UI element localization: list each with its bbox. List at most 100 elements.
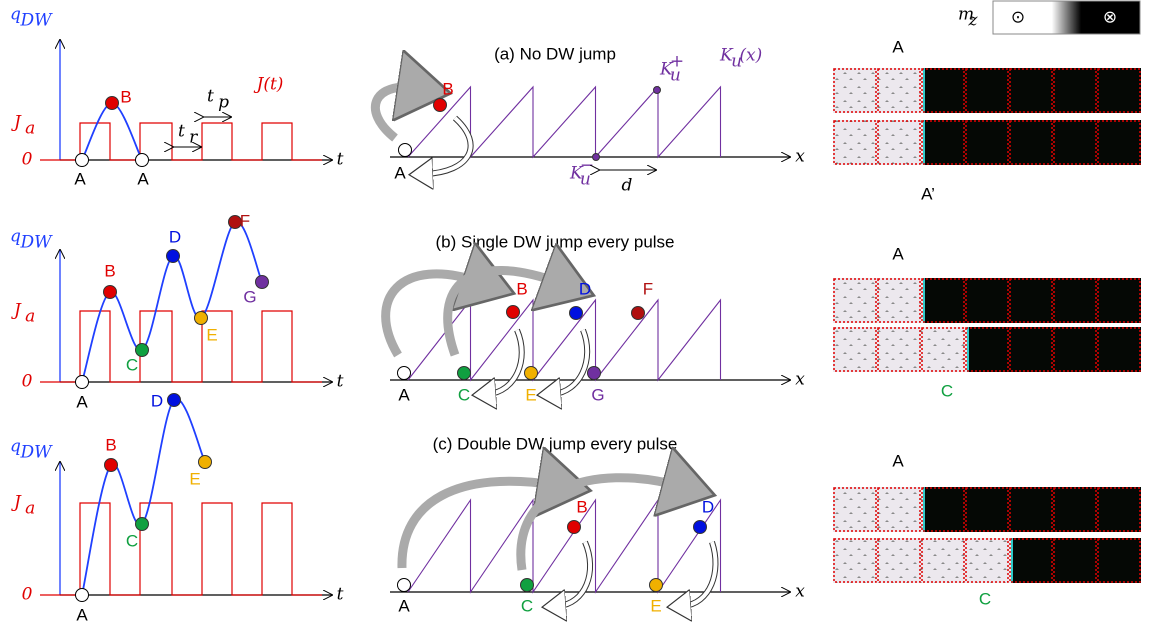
state-point [398,579,411,592]
label: t [337,585,344,605]
state-point [76,589,89,602]
math-label: Ku+ [659,52,684,86]
label: 0 [22,150,33,170]
point-label: B [442,79,453,98]
math-label: Ja [11,493,35,519]
state-point [650,579,663,592]
label: d [622,176,633,196]
point-label: A [76,392,88,411]
state-point [106,97,119,110]
state-point [507,306,520,319]
relax-arrow [488,330,522,394]
state-point [199,456,212,469]
panel-title: (c) Double DW jump every pulse [433,434,678,453]
state-point [525,367,538,380]
point-label: D [579,279,591,298]
state-point [521,579,534,592]
state-point [588,367,601,380]
label-sub: DW [20,443,54,463]
label: t [337,150,344,170]
point-label: C [126,355,138,374]
label: x [795,147,805,167]
point-label: B [105,435,116,454]
label-main: t [178,122,185,142]
state-point [399,144,412,157]
legend-up: ⊙ [1011,7,1025,26]
dw-trajectory [82,103,142,160]
label-main: q [10,437,21,457]
point-label: A [74,169,86,188]
point-label: D [169,227,181,246]
state-point [105,459,118,472]
state-point [632,307,645,320]
point-label: D [702,497,714,516]
relax-arrow [683,542,715,606]
label: 0 [22,585,33,605]
state-point [136,518,149,531]
point-label: B [576,497,587,516]
point-label: E [206,325,217,344]
label-main: q [10,5,21,25]
label-sub: a [25,119,35,139]
point-label: A [398,385,410,404]
panel-title: (a) No DW jump [494,44,616,63]
point-label: E [189,469,200,488]
label-main: q [10,227,21,247]
label: x [795,582,805,602]
label-sub: DW [20,233,54,253]
state-point [694,521,707,534]
relax-arrow [683,542,715,606]
label-rest: (x) [739,46,762,66]
state-point [568,521,581,534]
jump-arrow [448,270,560,355]
label: 0 [22,372,33,392]
point-label: A [137,169,149,188]
state-point [195,312,208,325]
relax-arrow [558,542,590,606]
state-point [167,250,180,263]
state-point [434,99,447,112]
state-point [398,367,411,380]
label-sub: DW [20,11,54,31]
kerr-image-strip [833,68,1141,113]
image-label: A [892,451,904,470]
label: t [337,372,344,392]
image-label: A [892,244,904,263]
state-point [104,286,117,299]
label-main: J [11,493,22,513]
point-label: C [126,531,138,550]
math-label: Ku− [569,156,594,190]
image-label: C [941,381,953,400]
state-point [76,376,89,389]
label-sub: a [25,307,35,327]
kerr-image-strip [833,487,1141,532]
point-label: F [643,279,653,298]
panel-title: (b) Single DW jump every pulse [435,232,674,251]
kerr-image-strip [833,327,1141,372]
label: x [795,370,805,390]
math-label: Ja [11,113,35,139]
relax-arrow [488,330,522,394]
label-sup: − [580,156,594,176]
kerr-image-strip [833,120,1141,165]
legend-down: ⊗ [1103,7,1117,26]
image-label: A’ [921,184,935,203]
image-label: C [979,589,991,608]
state-point [458,367,471,380]
point-label: C [458,385,470,404]
math-label: qDW [10,437,53,463]
page: mz⊙⊗qDWJa0tJ(t)tptrABA(a) No DW jumpxKu(… [0,0,1151,630]
point-label: A [398,596,410,615]
point-label: A [76,605,88,624]
point-label: A [394,163,406,182]
label-main: J [11,301,22,321]
current-pulses [40,311,322,382]
label-sub: a [25,499,35,519]
label-sub: p [218,93,229,113]
jump-arrow [386,274,480,355]
math-label: mz [958,5,979,31]
light-domain [833,327,968,372]
